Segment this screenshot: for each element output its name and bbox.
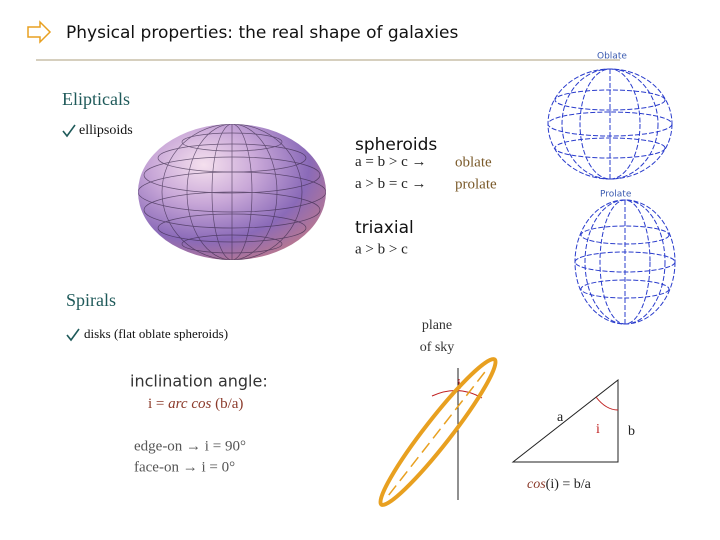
case: face-on → i = 0° — [134, 459, 235, 475]
image-label: Prolate — [600, 190, 632, 200]
relation-text: a > b = c → — [355, 176, 426, 192]
formula-part: arc cos — [168, 396, 211, 412]
subheading: spheroids — [355, 135, 437, 155]
title-icon — [27, 20, 52, 44]
side-label: a — [557, 410, 564, 425]
formula: cos(i) = b/a — [527, 477, 592, 492]
check — [66, 328, 80, 342]
title: Physical properties: the real shape of g… — [66, 23, 458, 43]
image-label: Oblate — [597, 52, 627, 62]
disk — [378, 357, 498, 507]
heading: Elipticals — [62, 89, 130, 109]
oblate-image — [547, 68, 673, 180]
plane-label: of sky — [420, 340, 455, 355]
relation: a = b > c → — [355, 154, 426, 170]
bullet: disks (flat oblate spheroids) — [84, 326, 228, 341]
subheading: inclination angle: — [130, 372, 268, 391]
formula: i = arc cos (b/a) — [148, 396, 243, 412]
plane-label: plane — [422, 318, 452, 333]
formula-part: (i) = b/a — [546, 477, 592, 492]
formula-part: (b/a) — [211, 396, 243, 412]
relation: a > b = c → — [355, 176, 426, 192]
relation-text: a = b > c → — [355, 154, 426, 170]
bullet: ellipsoids — [79, 123, 133, 138]
prolate-image — [574, 199, 676, 325]
check — [62, 124, 76, 138]
shape-name: oblate — [455, 154, 492, 170]
heading: Spirals — [66, 290, 116, 310]
shape-name: prolate — [455, 176, 497, 192]
formula-part: i = — [148, 396, 168, 412]
angle-label: i — [596, 422, 600, 437]
case: edge-on → i = 90° — [134, 438, 246, 454]
side-label: b — [628, 424, 635, 439]
subheading: triaxial — [355, 218, 414, 238]
formula-part: cos — [527, 477, 546, 492]
relation: a > b > c — [355, 241, 408, 257]
ellipsoid-image — [138, 124, 326, 260]
angle-arc — [595, 396, 619, 411]
triangle — [511, 378, 619, 463]
